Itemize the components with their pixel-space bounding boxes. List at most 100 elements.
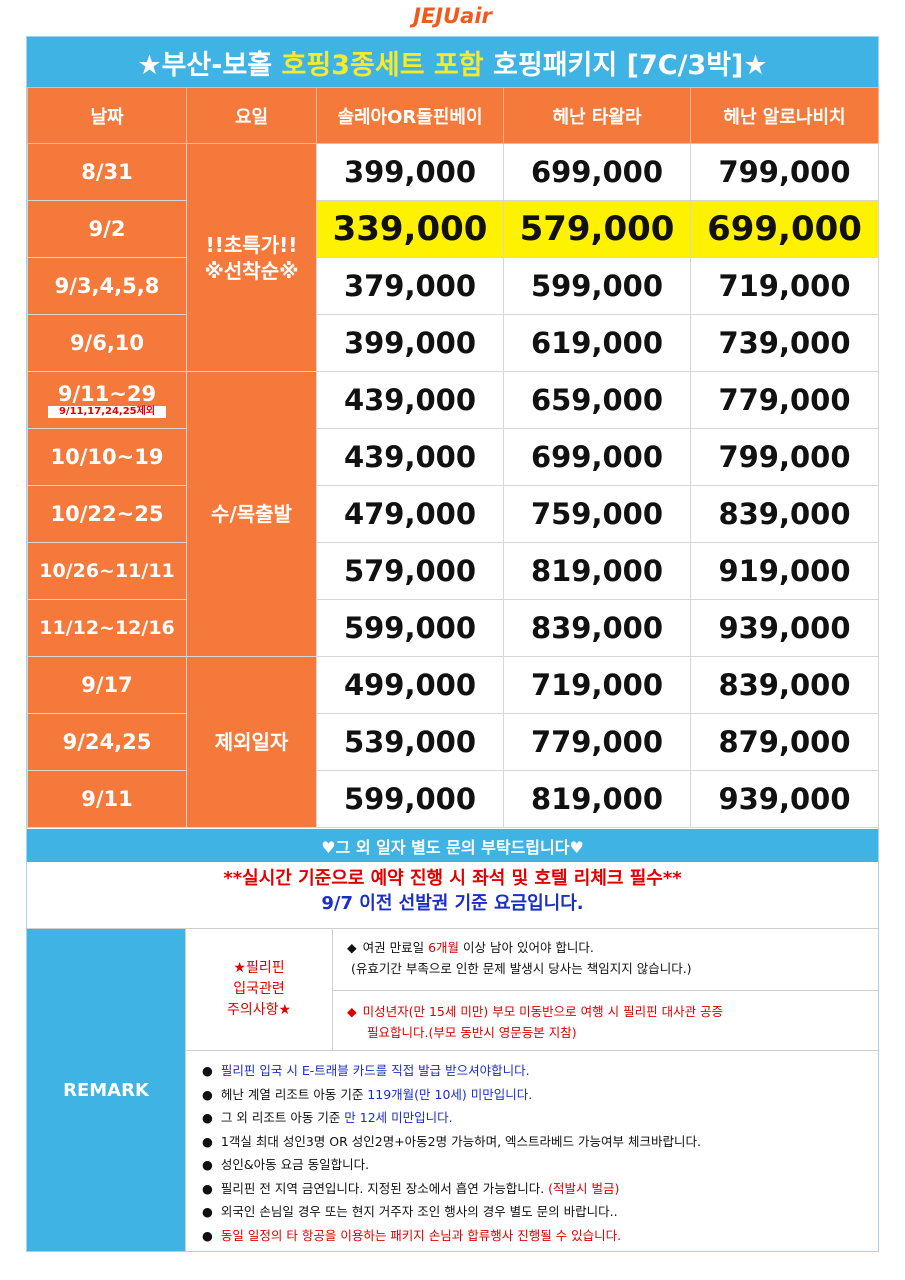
diamond-bullet-icon: ◆ [347, 940, 357, 955]
caution-minor: ◆ 미성년자(만 15세 미만) 부모 미동반으로 여행 시 필리핀 대사관 공증… [347, 1004, 724, 1040]
remark-section: REMARK ★필리핀 입국관련 주의사항★ ◆ 여권 만료일 6개월 이상 남아… [27, 928, 878, 1251]
group-label-weekday: 수/목출발 [186, 371, 317, 657]
group-label-line1: 수/목출발 [211, 502, 292, 526]
price-cell: 819,000 [503, 770, 691, 828]
price-cell: 439,000 [316, 428, 504, 486]
row-date-exclusion-note: 9/11,17,24,25제외 [48, 405, 166, 418]
price-cell: 839,000 [503, 599, 691, 657]
bullet-icon: ● [202, 1227, 213, 1243]
recheck-warning-line: **실시간 기준으로 예약 진행 시 좌석 및 호텔 리체크 필수** [223, 868, 682, 889]
table-row: 10/22~25 479,000 759,000 839,000 [27, 485, 879, 543]
philippines-entry-caution-label: ★필리핀 입국관련 주의사항★ [185, 929, 333, 1051]
header-hotel-1: 솔레아OR돌핀베이 [316, 87, 504, 144]
caution-passport: ◆ 여권 만료일 6개월 이상 남아 있어야 합니다. (유효기간 부족으로 인한… [347, 940, 692, 976]
table-row: 9/6,10 399,000 619,000 739,000 [27, 314, 879, 372]
table-row: 9/24,25 539,000 779,000 879,000 [27, 713, 879, 771]
price-cell: 779,000 [503, 713, 691, 771]
bullet-icon: ● [202, 1204, 213, 1219]
bullet-icon: ● [202, 1133, 213, 1149]
table-row: 11/12~12/16 599,000 839,000 939,000 [27, 599, 879, 657]
row-date: 8/31 [27, 143, 187, 201]
bullet-icon: ● [202, 1157, 213, 1172]
list-item: ● 필리핀 전 지역 금연입니다. 지정된 장소에서 흡연 가능합니다. (적발시… [202, 1180, 620, 1196]
price-cell: 719,000 [503, 656, 691, 714]
caution-label-line3: 주의사항★ [226, 1002, 292, 1018]
table-header-row: 날짜 요일 솔레아OR돌핀베이 헤난 타왈라 헤난 알로나비치 [27, 87, 879, 144]
row-date: 9/24,25 [27, 713, 187, 771]
price-table: 날짜 요일 솔레아OR돌핀베이 헤난 타왈라 헤난 알로나비치 8/31 !!초… [27, 87, 879, 828]
price-cell: 599,000 [316, 770, 504, 828]
bullet-icon: ● [202, 1110, 213, 1125]
price-cell: 779,000 [690, 371, 879, 429]
caution-passport-line2: (유효기간 부족으로 인한 문제 발생시 당사는 책임지지 않습니다.) [351, 961, 692, 976]
price-cell: 399,000 [316, 314, 504, 372]
price-cell: 759,000 [503, 485, 691, 543]
table-row: 10/26~11/11 579,000 819,000 919,000 [27, 542, 879, 600]
caution-passport-accent: 6개월 [428, 940, 460, 955]
title-part1: ★부산-보홀 [137, 49, 282, 81]
row-date: 10/10~19 [27, 428, 187, 486]
price-cell: 699,000 [503, 143, 691, 201]
list-item: ● 외국인 손님일 경우 또는 현지 거주자 조인 행사의 경우 별도 문의 바랍… [202, 1204, 618, 1219]
row-date: 10/22~25 [27, 485, 187, 543]
inquiry-notice-bar: ♥그 외 일자 별도 문의 부탁드립니다♥ [27, 829, 878, 862]
group-label-excluded: 제외일자 [186, 656, 317, 828]
table-row: 9/11~29 9/11,17,24,25제외 수/목출발 439,000 65… [27, 371, 879, 657]
bullet-icon: ● [202, 1063, 213, 1078]
price-cell: 879,000 [690, 713, 879, 771]
caution-label-line2: 입국관련 [233, 981, 285, 997]
row-date: 9/11~29 9/11,17,24,25제외 [27, 371, 187, 429]
caution-label-line1: ★필리핀 [233, 960, 285, 976]
header-hotel-2: 헤난 타왈라 [503, 87, 691, 144]
price-cell: 499,000 [316, 656, 504, 714]
group-label-line2: ※선착순※ [204, 258, 299, 283]
page-frame [26, 36, 879, 1252]
jejuair-logo: JEJUair [413, 4, 492, 28]
price-cell: 339,000 [316, 200, 504, 258]
price-cell: 579,000 [316, 542, 504, 600]
row-date: 9/2 [27, 200, 187, 258]
row-date: 9/3,4,5,8 [27, 257, 187, 315]
row-date: 10/26~11/11 [27, 542, 187, 600]
recheck-warning: **실시간 기준으로 예약 진행 시 좌석 및 호텔 리체크 필수** 9/7 … [27, 866, 878, 916]
price-cell: 939,000 [690, 599, 879, 657]
price-cell: 399,000 [316, 143, 504, 201]
price-cell: 439,000 [316, 371, 504, 429]
price-cell: 699,000 [690, 200, 879, 258]
table-row: 8/31 !!초특가!! ※선착순※ 399,000 699,000 799,0… [27, 143, 879, 372]
list-item: ● 그 외 리조트 아동 기준 만 12세 미만입니다. [202, 1110, 453, 1125]
row-date-main: 9/11~29 [57, 381, 157, 406]
remark-label: REMARK [27, 929, 185, 1251]
page-title: ★부산-보홀 호핑3종세트 포함 호핑패키지 [7C/3박]★ [27, 37, 878, 87]
price-cell: 699,000 [503, 428, 691, 486]
bullet-icon: ● [202, 1086, 213, 1102]
diamond-bullet-icon: ◆ [347, 1004, 357, 1019]
table-row: 9/3,4,5,8 379,000 599,000 719,000 [27, 257, 879, 315]
list-item: ● 필리핀 입국 시 E-트래블 카드를 직접 발급 받으셔야합니다. [202, 1063, 530, 1078]
bullet-icon: ● [202, 1180, 213, 1196]
price-cell: 839,000 [690, 656, 879, 714]
row-date: 9/6,10 [27, 314, 187, 372]
price-cell: 919,000 [690, 542, 879, 600]
title-highlight: 호핑3종세트 포함 [281, 49, 484, 81]
price-cell: 719,000 [690, 257, 879, 315]
group-label-line1: !!초특가!! [205, 232, 298, 257]
group-label-line1: 제외일자 [214, 730, 289, 754]
price-cell: 479,000 [316, 485, 504, 543]
row-date: 9/17 [27, 656, 187, 714]
price-cell: 939,000 [690, 770, 879, 828]
price-cell: 799,000 [690, 428, 879, 486]
header-day: 요일 [186, 87, 317, 144]
caution-box: ◆ 여권 만료일 6개월 이상 남아 있어야 합니다. (유효기간 부족으로 인한… [333, 929, 878, 1051]
header-date: 날짜 [27, 87, 187, 144]
price-cell: 659,000 [503, 371, 691, 429]
remark-list: ● 필리핀 입국 시 E-트래블 카드를 직접 발급 받으셔야합니다. ● 헤난 계… [185, 1051, 878, 1251]
fare-basis-line: 9/7 이전 선발권 기준 요금입니다. [321, 893, 584, 914]
divider [333, 990, 878, 991]
price-cell: 599,000 [503, 257, 691, 315]
price-cell: 539,000 [316, 713, 504, 771]
title-part2: 호핑패키지 [7C/3박]★ [483, 49, 768, 81]
table-row: 9/11 599,000 819,000 939,000 [27, 770, 879, 828]
price-cell: 619,000 [503, 314, 691, 372]
price-cell: 579,000 [503, 200, 691, 258]
